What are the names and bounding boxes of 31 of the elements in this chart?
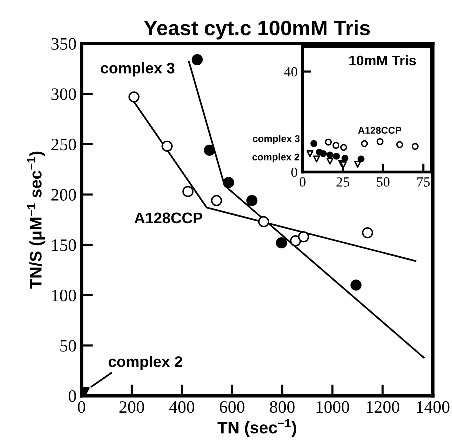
x-tick-label: 200 bbox=[120, 401, 144, 414]
x-tick-label: 75 bbox=[418, 178, 430, 187]
y-tick-label: 350 bbox=[52, 38, 76, 50]
y-tick-label: 40 bbox=[284, 67, 298, 77]
y-tick-label: 50 bbox=[60, 340, 76, 352]
chart-title: Yeast cyt.c 100mM Tris bbox=[144, 20, 370, 40]
x-tick-label: 600 bbox=[220, 401, 245, 414]
x-axis-title: TN (sec$^{−1}$) bbox=[218, 419, 296, 438]
x-tick-label: 0 bbox=[300, 178, 306, 187]
series-label: A128CCP bbox=[358, 127, 402, 134]
x-tick-label: 1400 bbox=[417, 401, 450, 414]
y-tick-label: 300 bbox=[52, 88, 76, 100]
x-tick-label: 800 bbox=[270, 401, 295, 414]
x-tick-label: 1200 bbox=[367, 401, 400, 414]
x-tick-label: 25 bbox=[336, 178, 350, 187]
y-tick-label: 150 bbox=[52, 240, 76, 252]
series-label: A128CCP bbox=[134, 212, 203, 224]
x-tick-label: 1000 bbox=[316, 401, 350, 414]
y-tick-label: 0 bbox=[68, 390, 76, 402]
x-tick-label: 0 bbox=[78, 401, 86, 414]
x-tick-label: 400 bbox=[169, 401, 195, 414]
y-tick-label: 100 bbox=[52, 290, 76, 302]
series-label: complex 2 bbox=[252, 154, 300, 163]
x-tick-label: 50 bbox=[377, 178, 390, 187]
series-label: complex 3 bbox=[253, 135, 300, 144]
annotation: complex 2 bbox=[108, 356, 182, 370]
y-tick-label: 250 bbox=[52, 138, 76, 151]
y-tick-label: 200 bbox=[52, 189, 76, 201]
y-axis-title: TN/S (μM$^{−1}$ sec$^{−1}$) bbox=[28, 152, 46, 289]
text: 10mM Tris bbox=[350, 55, 416, 66]
series-label: complex 3 bbox=[101, 62, 175, 77]
